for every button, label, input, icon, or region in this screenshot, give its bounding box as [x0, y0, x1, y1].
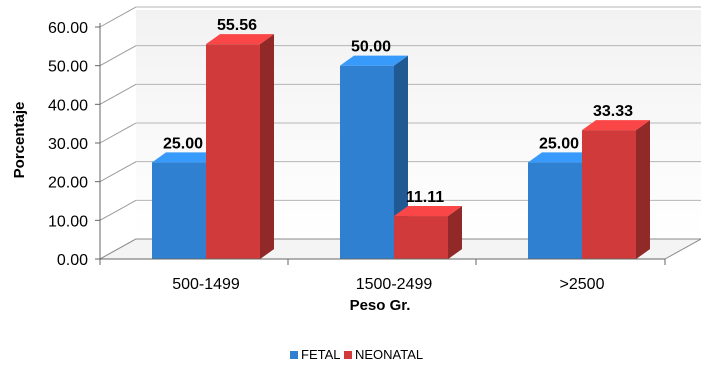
bar-top: [528, 152, 596, 163]
legend-item-fetal: FETAL: [290, 347, 341, 362]
x-tick-label: 500-1499: [172, 276, 240, 293]
x-tick-label: 1500-2499: [356, 276, 433, 293]
y-tick-label: 0.00: [57, 252, 88, 269]
bar-front: [152, 162, 206, 259]
data-label-fetal-2: 50.00: [351, 39, 391, 56]
data-labels: 25.00 55.56 50.00 11.11 25.00 33.33: [163, 17, 633, 206]
legend-item-neonatal: NEONATAL: [344, 347, 423, 362]
gridline-side: [99, 6, 137, 28]
bar-top: [206, 34, 274, 45]
axes: 0.00 10.00 20.00 30.00 40.00 50.00 60.00 500-14…: [48, 20, 666, 293]
bar-side: [394, 55, 408, 259]
legend-label-neonatal: NEONATAL: [355, 347, 423, 362]
bar-top: [394, 206, 462, 217]
legend: FETAL NEONATAL: [290, 347, 423, 362]
legend-swatch-neonatal: [344, 351, 352, 359]
bar-neonatal-1: [206, 34, 274, 259]
y-tick-label: 60.00: [48, 20, 88, 37]
x-tick-label: >2500: [560, 276, 605, 293]
gridline-side: [99, 122, 137, 144]
bar-front: [340, 65, 394, 260]
gridline-side: [99, 161, 137, 183]
y-tick-label: 20.00: [48, 175, 88, 192]
legend-swatch-fetal: [290, 351, 298, 359]
y-axis-title: Porcentaje: [11, 102, 28, 179]
data-label-neonatal-1: 55.56: [217, 17, 257, 34]
bar-neonatal-3: [582, 120, 650, 260]
bar-side: [448, 206, 462, 259]
gridline-side: [99, 199, 137, 221]
bar-top: [152, 152, 220, 163]
bar-top: [582, 120, 650, 131]
bar-neonatal-2: [394, 206, 462, 259]
y-tick-label: 50.00: [48, 59, 88, 76]
data-label-fetal-1: 25.00: [163, 135, 203, 152]
bar-fetal-2: [340, 55, 408, 260]
bar-front: [528, 162, 582, 259]
y-tick-label: 30.00: [48, 136, 88, 153]
x-axis-title: Peso Gr.: [350, 297, 411, 314]
gridline-side: [99, 45, 137, 67]
y-tick-label: 40.00: [48, 97, 88, 114]
y-tick-label: 10.00: [48, 213, 88, 230]
legend-label-fetal: FETAL: [301, 347, 341, 362]
bars: [152, 34, 650, 260]
bar-front: [394, 216, 448, 259]
bar-top: [340, 55, 408, 66]
bar-front: [206, 44, 260, 259]
data-label-neonatal-2: 11.11: [406, 189, 444, 206]
data-label-neonatal-3: 33.33: [593, 103, 633, 120]
bar-side: [260, 34, 274, 259]
gridline-side: [99, 83, 137, 105]
data-label-fetal-3: 25.00: [539, 135, 579, 152]
bar-side: [636, 120, 650, 260]
bar-front: [582, 130, 636, 259]
